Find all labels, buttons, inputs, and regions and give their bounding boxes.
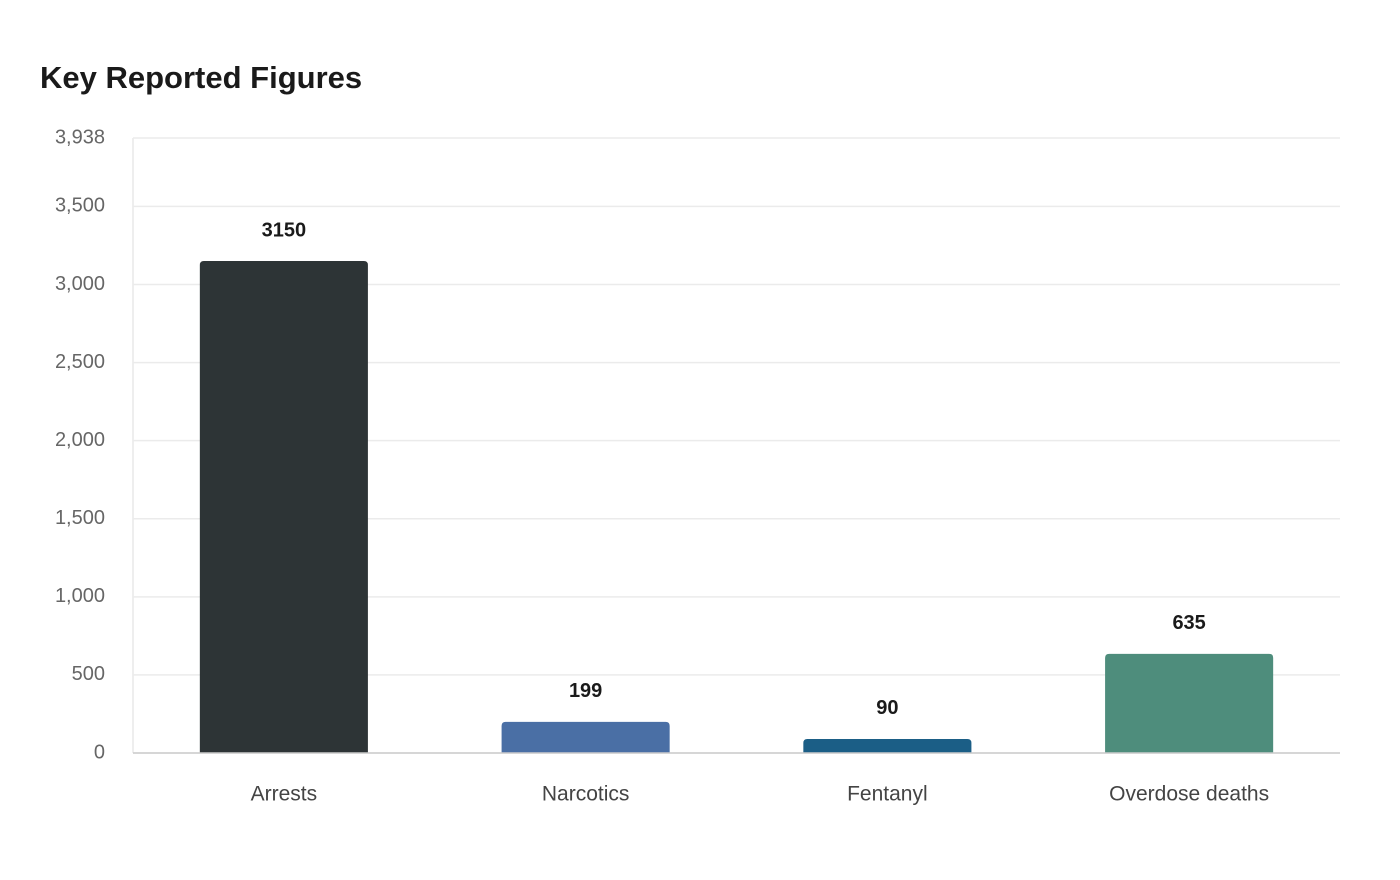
bar	[199, 261, 368, 753]
bar	[501, 721, 670, 753]
x-tick-label: Narcotics	[542, 783, 630, 806]
chart-title: Key Reported Figures	[40, 60, 362, 95]
value-label: 635	[1172, 612, 1205, 634]
y-tick-label: 1,000	[55, 585, 105, 607]
value-label: 3150	[262, 219, 307, 241]
y-tick-label: 2,500	[55, 351, 105, 373]
bar	[803, 738, 972, 753]
value-label: 90	[876, 697, 898, 719]
x-tick-label: Fentanyl	[847, 783, 928, 806]
bar	[1105, 653, 1274, 753]
y-tick-label: 3,000	[55, 273, 105, 295]
x-tick-label: Overdose deaths	[1109, 783, 1269, 806]
y-tick-label: 500	[72, 663, 105, 685]
value-label: 199	[569, 680, 602, 702]
y-tick-label: 0	[94, 741, 105, 763]
y-tick-label: 2,000	[55, 429, 105, 451]
x-tick-label: Arrests	[251, 783, 318, 806]
y-tick-label: 1,500	[55, 507, 105, 529]
y-tick-label: 3,938	[55, 126, 105, 148]
y-tick-label: 3,500	[55, 195, 105, 217]
